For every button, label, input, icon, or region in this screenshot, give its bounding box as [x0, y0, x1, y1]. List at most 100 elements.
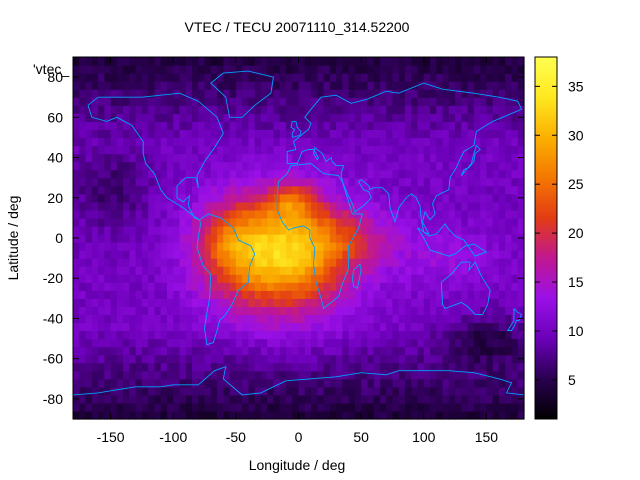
heatmap-cell	[436, 65, 444, 74]
heatmap-cell	[104, 201, 112, 211]
heatmap-cell	[223, 354, 231, 364]
heatmap-cell	[461, 306, 469, 316]
heatmap-cell	[348, 97, 356, 106]
heatmap-cell	[129, 306, 137, 316]
heatmap-cell	[448, 121, 456, 130]
heatmap-cell	[192, 73, 199, 82]
heatmap-cell	[505, 121, 513, 130]
heatmap-cell	[135, 282, 143, 291]
heatmap-cell	[267, 105, 275, 114]
heatmap-cell	[329, 185, 337, 195]
heatmap-cell	[217, 97, 224, 106]
heatmap-cell	[317, 258, 325, 267]
heatmap-cell	[210, 306, 218, 316]
heatmap-cell	[79, 402, 87, 412]
heatmap-cell	[129, 137, 137, 147]
heatmap-cell	[98, 322, 105, 332]
heatmap-cell	[110, 274, 118, 283]
coast-australia	[440, 261, 491, 315]
heatmap-cell	[336, 153, 343, 163]
heatmap-cell	[386, 402, 394, 412]
heatmap-cell	[404, 394, 412, 404]
heatmap-cell	[223, 121, 231, 130]
heatmap-cell	[85, 314, 93, 324]
heatmap-cell	[223, 322, 231, 332]
heatmap-cell	[292, 370, 300, 380]
heatmap-cell	[361, 137, 368, 147]
heatmap-cell	[361, 258, 368, 267]
heatmap-cell	[223, 81, 231, 90]
heatmap-cell	[423, 153, 431, 163]
heatmap-cell	[185, 282, 193, 291]
heatmap-cell	[179, 89, 187, 98]
heatmap-cell	[329, 153, 337, 163]
heatmap-cell	[423, 57, 431, 66]
heatmap-cell	[242, 322, 249, 332]
heatmap-cell	[192, 282, 199, 291]
heatmap-cell	[373, 274, 381, 283]
heatmap-cell	[110, 169, 118, 179]
heatmap-cell	[192, 306, 199, 316]
heatmap-cell	[192, 258, 199, 267]
heatmap-cell	[367, 209, 375, 219]
heatmap-cell	[292, 201, 300, 211]
heatmap-cell	[505, 306, 513, 316]
heatmap-cell	[185, 185, 193, 195]
heatmap-cell	[235, 201, 243, 211]
heatmap-cell	[79, 153, 87, 163]
heatmap-cell	[411, 137, 419, 147]
heatmap-cell	[317, 113, 325, 122]
heatmap-cell	[442, 153, 450, 163]
heatmap-cell	[361, 89, 368, 98]
heatmap-cell	[448, 145, 456, 155]
heatmap-cell	[492, 394, 500, 404]
heatmap-cell	[404, 185, 412, 195]
heatmap-cell	[285, 386, 293, 396]
heatmap-cell	[448, 97, 456, 106]
heatmap-cell	[210, 394, 218, 404]
heatmap-cell	[317, 217, 325, 227]
heatmap-cell	[486, 394, 494, 404]
heatmap-cell	[392, 346, 400, 356]
heatmap-cell	[361, 378, 368, 388]
heatmap-cell	[342, 258, 350, 267]
heatmap-cell	[91, 193, 99, 203]
heatmap-cell	[379, 354, 387, 364]
heatmap-cell	[123, 177, 130, 187]
heatmap-cell	[198, 121, 206, 130]
heatmap-cell	[267, 378, 275, 388]
heatmap-cell	[461, 145, 469, 155]
heatmap-cell	[492, 306, 500, 316]
heatmap-cell	[467, 394, 475, 404]
heatmap-cell	[480, 362, 488, 372]
heatmap-cell	[210, 153, 218, 163]
heatmap-cell	[492, 410, 500, 420]
heatmap-cell	[317, 81, 325, 90]
heatmap-cell	[348, 81, 356, 90]
heatmap-cell	[423, 410, 431, 420]
heatmap-cell	[98, 129, 105, 139]
heatmap-cell	[492, 242, 500, 251]
heatmap-cell	[229, 137, 237, 147]
heatmap-cell	[436, 330, 444, 340]
heatmap-cell	[379, 201, 387, 211]
heatmap-cell	[361, 169, 368, 179]
heatmap-cell	[461, 201, 469, 211]
heatmap-cell	[141, 217, 149, 227]
heatmap-cell	[404, 129, 412, 139]
heatmap-cell	[79, 121, 87, 130]
heatmap-cell	[173, 153, 181, 163]
heatmap-cell	[436, 193, 444, 203]
heatmap-cell	[461, 314, 469, 324]
heatmap-cell	[517, 225, 525, 235]
heatmap-cell	[511, 330, 519, 340]
heatmap-cell	[254, 97, 262, 106]
heatmap-cell	[260, 225, 268, 235]
heatmap-cell	[254, 129, 262, 139]
heatmap-cell	[517, 402, 525, 412]
heatmap-cell	[198, 242, 206, 251]
heatmap-cell	[185, 386, 193, 396]
heatmap-cell	[417, 129, 425, 139]
heatmap-cell	[298, 306, 306, 316]
heatmap-cell	[442, 338, 450, 348]
